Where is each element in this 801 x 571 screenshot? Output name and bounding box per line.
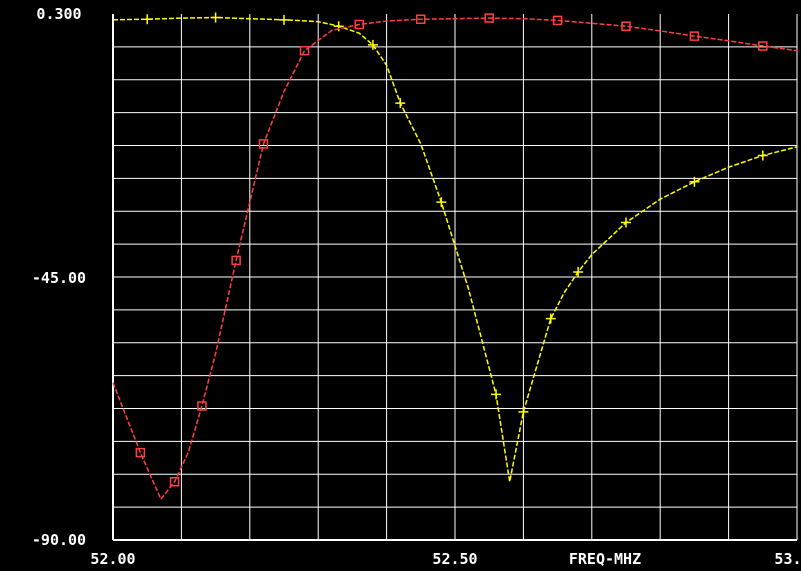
series-plus-group [112,12,798,482]
x-tick-label: 52.50 [432,550,477,568]
square-marker [758,41,768,51]
plus-marker [689,176,700,187]
plus-marker [491,389,502,400]
series-plus-line [112,16,798,482]
plus-marker [279,14,289,25]
series-square-group [112,13,798,501]
plus-marker [142,14,153,25]
square-marker [258,139,269,149]
x-tick-label: 52.00 [90,550,135,568]
series-square-line [112,17,798,501]
plot-frame [112,14,798,541]
square-marker [416,14,426,24]
square-marker [354,19,364,30]
plus-marker [436,197,447,208]
y-tick-label: -45.00 [32,269,86,287]
square-marker [552,15,563,26]
plus-marker [210,12,221,23]
square-marker [135,447,146,458]
plus-marker [367,39,378,50]
x-tick-label: 53.00 [774,550,801,568]
plus-marker [395,98,406,109]
square-marker [689,31,700,41]
x-axis-label: FREQ-MHZ [569,550,641,568]
plus-marker [518,406,529,417]
square-marker [231,255,241,266]
plus-marker [573,267,584,278]
series-layer [112,12,798,501]
plus-marker [621,217,631,228]
square-marker [169,476,180,487]
square-marker [197,401,207,411]
square-marker [299,45,310,56]
square-marker [621,21,631,31]
chart-grid [113,14,797,540]
plus-marker [757,150,768,161]
plus-marker [545,313,556,324]
square-marker [484,13,494,23]
y-tick-label: 0.300 [36,5,81,23]
y-tick-label: -90.00 [32,531,86,549]
